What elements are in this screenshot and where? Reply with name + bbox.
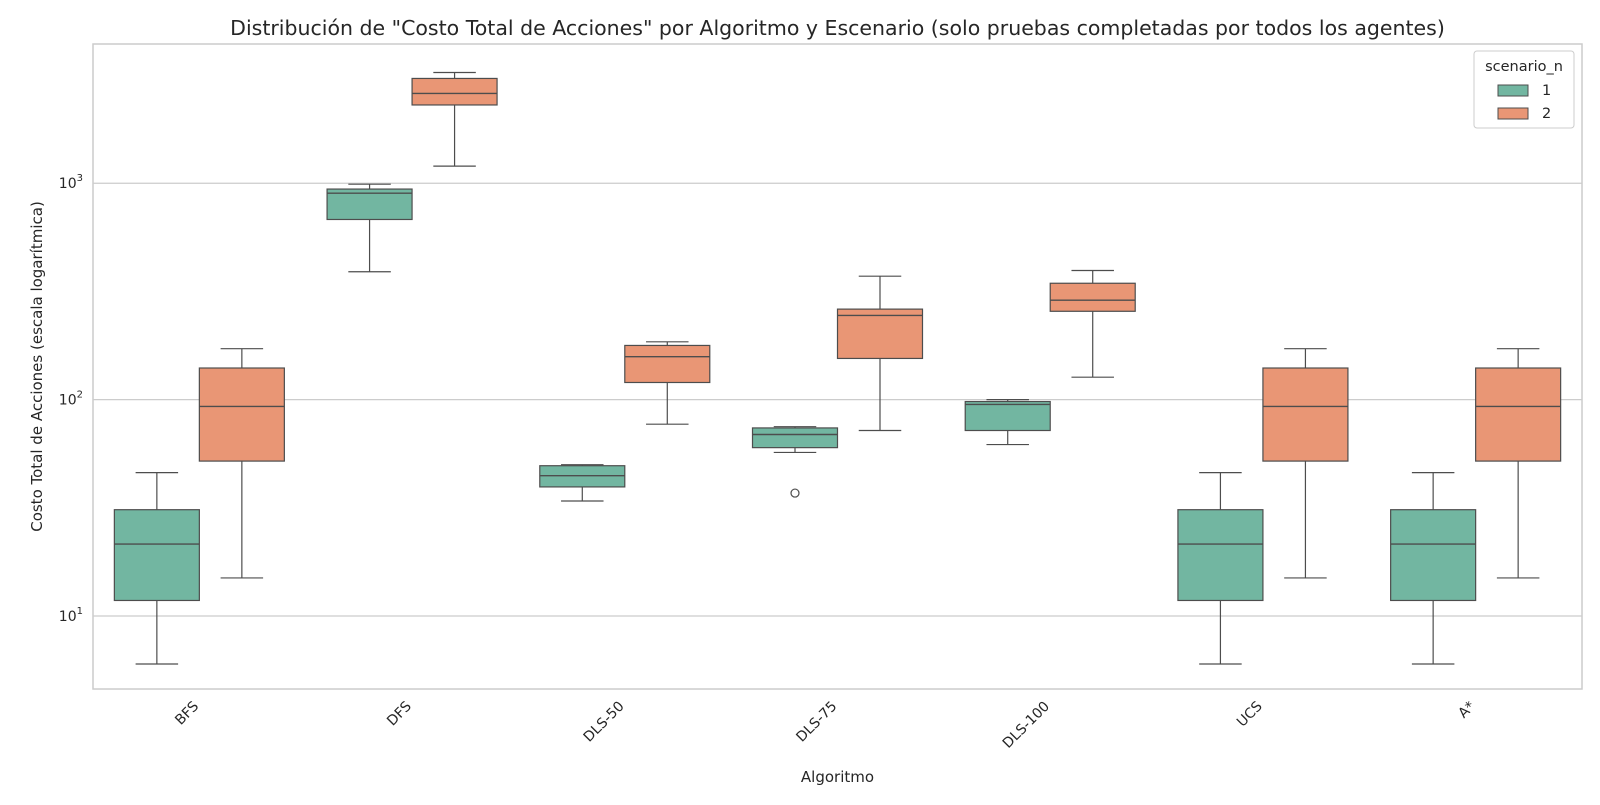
box-iqr (1262, 367, 1349, 462)
box-iqr (836, 308, 924, 360)
x-tick-label: BFS (172, 698, 202, 728)
x-axis-label: Algoritmo (801, 768, 874, 786)
x-tick-label: UCS (1234, 698, 1266, 730)
plot-frame (92, 43, 1583, 690)
box-UCS-scenario-1 (1177, 472, 1264, 665)
x-tick-label: A* (1455, 699, 1478, 722)
box-A*-scenario-2 (1475, 348, 1562, 579)
legend-swatch (1497, 107, 1529, 120)
box-iqr (198, 367, 285, 462)
y-axis-label: Costo Total de Acciones (escala logarítm… (28, 201, 46, 532)
outlier-point (790, 488, 800, 498)
y-tick-label: 102 (59, 390, 83, 409)
box-DFS-scenario-1 (326, 183, 413, 273)
box-DLS-100-scenario-1 (964, 399, 1051, 446)
box-iqr (1390, 509, 1477, 602)
legend: scenario_n 1 2 (1473, 50, 1575, 129)
box-DFS-scenario-2 (411, 71, 498, 167)
legend-label: 2 (1542, 106, 1551, 122)
box-iqr (411, 77, 498, 106)
box-iqr (1177, 509, 1264, 602)
box-DLS-100-scenario-2 (1049, 269, 1136, 378)
y-tick-label: 101 (59, 606, 83, 625)
x-tick-label: DLS-100 (1000, 699, 1053, 752)
box-A*-scenario-1 (1390, 472, 1477, 665)
y-tick-label: 103 (59, 173, 83, 192)
box-DLS-50-scenario-2 (624, 341, 711, 425)
box-iqr (1049, 282, 1136, 312)
legend-title: scenario_n (1485, 59, 1563, 75)
box-BFS-scenario-2 (198, 348, 285, 579)
legend-label: 1 (1542, 83, 1551, 99)
chart-title: Distribución de "Costo Total de Acciones… (230, 16, 1445, 40)
x-tick-label: DLS-50 (581, 699, 628, 746)
box-iqr (1475, 367, 1562, 462)
box-iqr (113, 509, 200, 602)
box-iqr (326, 188, 413, 221)
box-iqr (624, 344, 711, 384)
legend-swatch (1497, 84, 1529, 97)
x-tick-label: DLS-75 (793, 699, 840, 746)
box-DLS-75-scenario-1 (751, 426, 839, 498)
box-DLS-75-scenario-2 (836, 275, 924, 432)
box-BFS-scenario-1 (113, 472, 200, 665)
box-iqr (964, 400, 1051, 432)
box-UCS-scenario-2 (1262, 348, 1349, 579)
box-iqr (751, 427, 839, 449)
box-DLS-50-scenario-1 (539, 464, 626, 502)
x-tick-label: DFS (384, 698, 415, 729)
